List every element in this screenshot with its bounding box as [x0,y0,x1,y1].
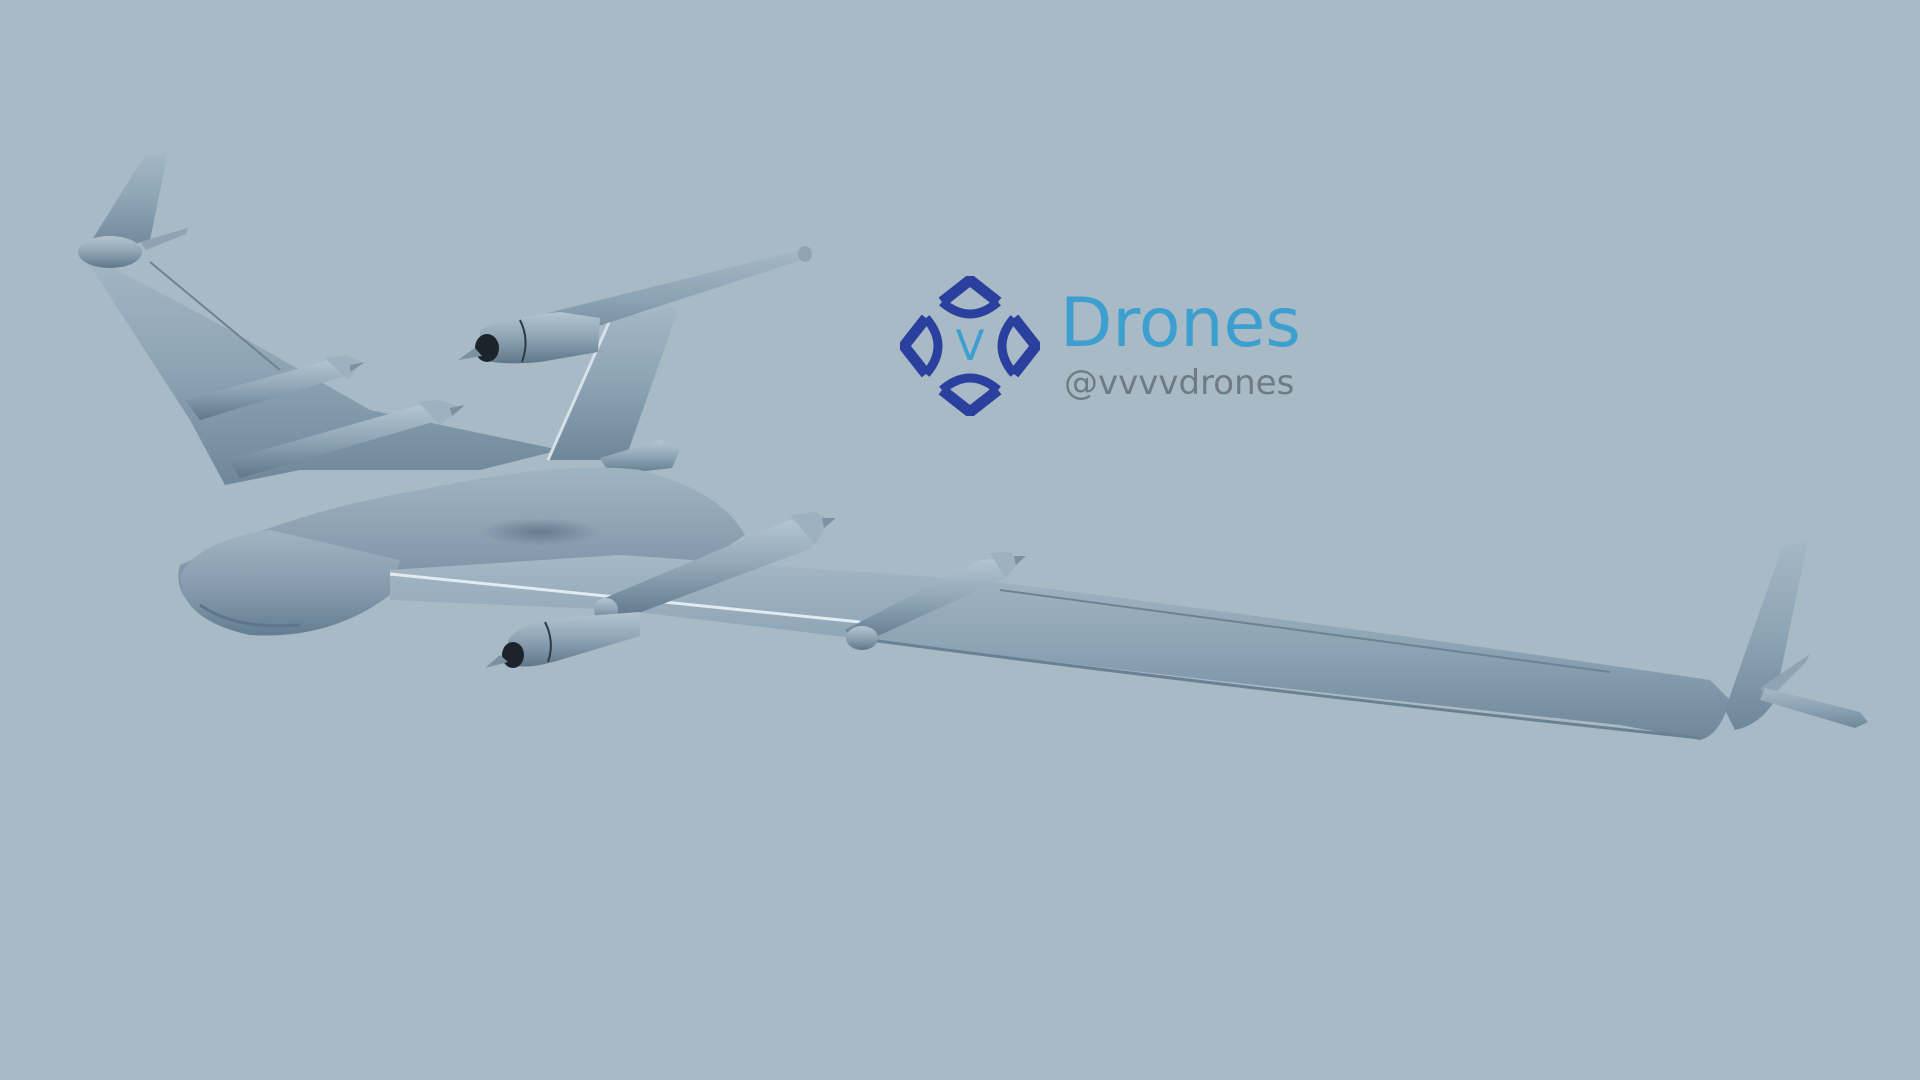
brand-name: Drones [1060,284,1301,363]
left-wing-nacelle-2 [228,400,465,478]
fuselage [178,467,745,636]
brand-handle: @vvvvdrones [1064,363,1295,403]
logo-mark-icon: V [900,276,1040,416]
brand-logo: V Drones @vvvvdrones [900,276,1370,416]
left-winglet [78,152,188,268]
lower-nacelle [485,612,640,668]
left-wing-nacelle-3 [600,440,680,475]
right-winglet [1725,540,1868,730]
upper-pylon [546,305,680,461]
left-wing [80,250,560,485]
left-wing-nacelle-1 [185,355,365,420]
right-wing-nacelle-2 [845,552,1026,650]
logo-mark-letter: V [956,321,985,370]
upper-nacelle [458,312,600,364]
